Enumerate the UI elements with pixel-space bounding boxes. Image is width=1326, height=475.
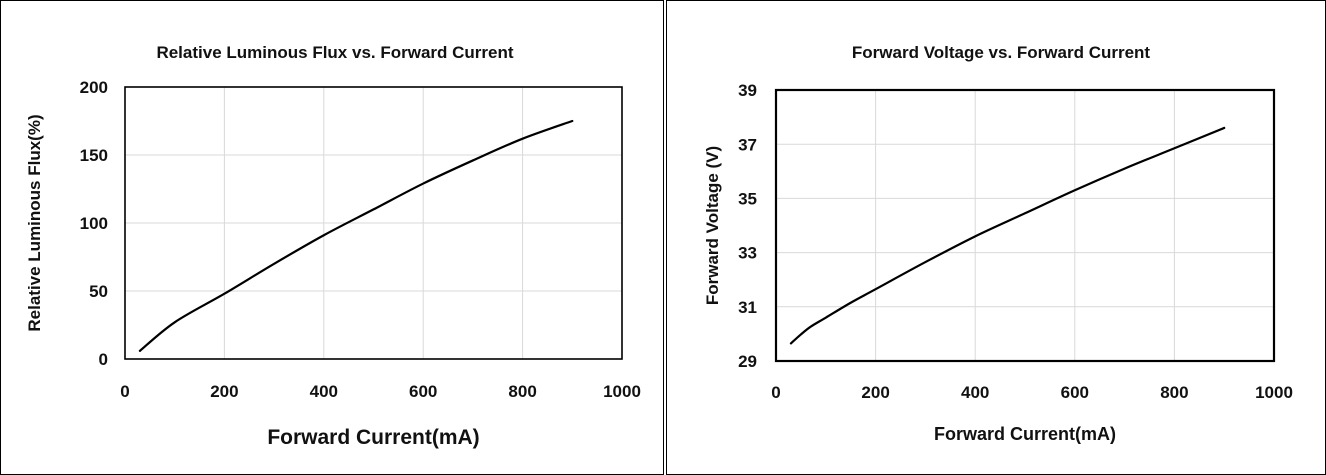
y-tick-label: 200 — [80, 78, 108, 97]
series-line — [138, 119, 574, 352]
x-tick-label: 800 — [1160, 383, 1188, 402]
y-tick-label: 100 — [80, 214, 108, 233]
x-axis-title: Forward Current(mA) — [934, 424, 1116, 444]
x-tick-label: 400 — [310, 382, 338, 401]
x-tick-label: 1000 — [603, 382, 641, 401]
x-tick-label: 800 — [508, 382, 536, 401]
y-tick-label: 0 — [99, 350, 108, 369]
y-tick-label: 50 — [89, 282, 108, 301]
x-tick-label: 400 — [961, 383, 989, 402]
y-axis-title: Relative Luminous Flux(%) — [25, 114, 44, 331]
y-tick-label: 37 — [738, 135, 757, 154]
x-axis-title: Forward Current(mA) — [267, 426, 479, 449]
x-tick-label: 0 — [771, 383, 780, 402]
chart-panel-luminous-flux — [0, 0, 664, 475]
plot-area-frame — [124, 86, 623, 360]
y-tick-label: 39 — [738, 81, 757, 100]
chart-title: Forward Voltage vs. Forward Current — [852, 43, 1151, 62]
y-tick-label: 150 — [80, 146, 108, 165]
x-tick-label: 0 — [120, 382, 129, 401]
chart-title: Relative Luminous Flux vs. Forward Curre… — [156, 43, 513, 62]
series-line — [789, 126, 1226, 345]
y-tick-label: 33 — [738, 244, 757, 263]
y-tick-label: 29 — [738, 352, 757, 371]
x-tick-label: 200 — [861, 383, 889, 402]
x-tick-label: 600 — [1061, 383, 1089, 402]
y-tick-label: 35 — [738, 190, 757, 209]
x-tick-label: 600 — [409, 382, 437, 401]
x-tick-label: 1000 — [1255, 383, 1293, 402]
x-tick-label: 200 — [210, 382, 238, 401]
luminous-flux-chart: Relative Luminous Flux vs. Forward Curre… — [25, 43, 641, 449]
y-axis-title: Forward Voltage (V) — [703, 146, 722, 305]
forward-voltage-chart: Forward Voltage vs. Forward Current 0 200 4… — [703, 43, 1293, 444]
y-tick-label: 31 — [738, 298, 757, 317]
plot-area-frame — [774, 88, 1276, 363]
